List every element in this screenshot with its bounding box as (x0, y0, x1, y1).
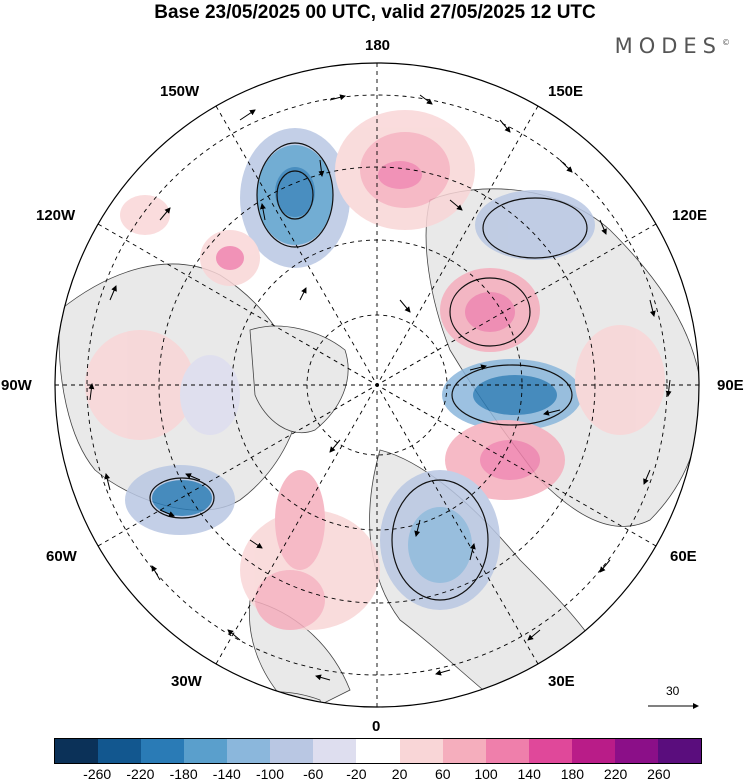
colorbar-swatch (227, 739, 271, 763)
colorbar-tick-label: 220 (603, 766, 628, 782)
graticule (55, 63, 699, 707)
colorbar-tick-label: -60 (303, 766, 324, 782)
colorbar-tick-label: 100 (474, 766, 498, 782)
colorbar-tick-label: 140 (517, 766, 541, 782)
colorbar-swatch (141, 739, 185, 763)
lon-label-90e: 90E (717, 377, 744, 394)
colorbar-tick-label: -140 (212, 766, 241, 782)
colorbar-swatch (442, 739, 486, 763)
colorbar-tick-label: 60 (435, 766, 451, 782)
colorbar-tick-label: -220 (126, 766, 155, 782)
colorbar-tick-label: 260 (647, 766, 671, 782)
colorbar-tick-label: 20 (391, 766, 408, 782)
colorbar-swatch (657, 739, 701, 763)
colorbar-swatch (313, 739, 357, 763)
colorbar-tick-label: 180 (560, 766, 585, 782)
colorbar-tick-label: -20 (346, 766, 367, 782)
colorbar-swatch (55, 739, 99, 763)
lon-label-60w: 60W (46, 548, 77, 565)
contour-lines (149, 142, 588, 601)
lon-label-120e: 120E (672, 207, 708, 224)
lon-label-180: 180 (365, 37, 391, 54)
colorbar-swatch (270, 739, 314, 763)
colorbar-swatch (356, 739, 400, 763)
colorbar-swatch (399, 739, 443, 763)
colorbar-tick-label: -260 (83, 766, 112, 782)
colorbar-swatch (614, 739, 658, 763)
lon-label-30e: 30E (548, 673, 575, 690)
map-title: Base 23/05/2025 00 UTC, valid 27/05/2025… (154, 2, 596, 23)
colorbar-swatch (98, 739, 142, 763)
colorbar-swatch (485, 739, 529, 763)
colorbar-tick-label: -180 (169, 766, 198, 782)
modes-logo: MODES© (614, 34, 730, 58)
lon-label-30w: 30W (171, 673, 202, 690)
colorbar-swatch (184, 739, 228, 763)
lon-label-90w: 90W (1, 377, 32, 394)
reference-vector-label: 30 (666, 684, 680, 698)
colorbar (54, 738, 702, 764)
lon-label-120w: 120W (36, 207, 76, 224)
lon-label-150e: 150E (548, 83, 584, 100)
colorbar-swatch (571, 739, 615, 763)
lon-label-60e: 60E (670, 548, 697, 565)
anomaly-shading (85, 110, 665, 630)
lon-label-150w: 150W (160, 83, 200, 100)
colorbar-swatch (528, 739, 572, 763)
colorbar-tick-label: -100 (255, 766, 285, 782)
map-boundary (54, 62, 700, 708)
wind-vectors (88, 94, 672, 681)
lon-label-0: 0 (372, 718, 381, 735)
